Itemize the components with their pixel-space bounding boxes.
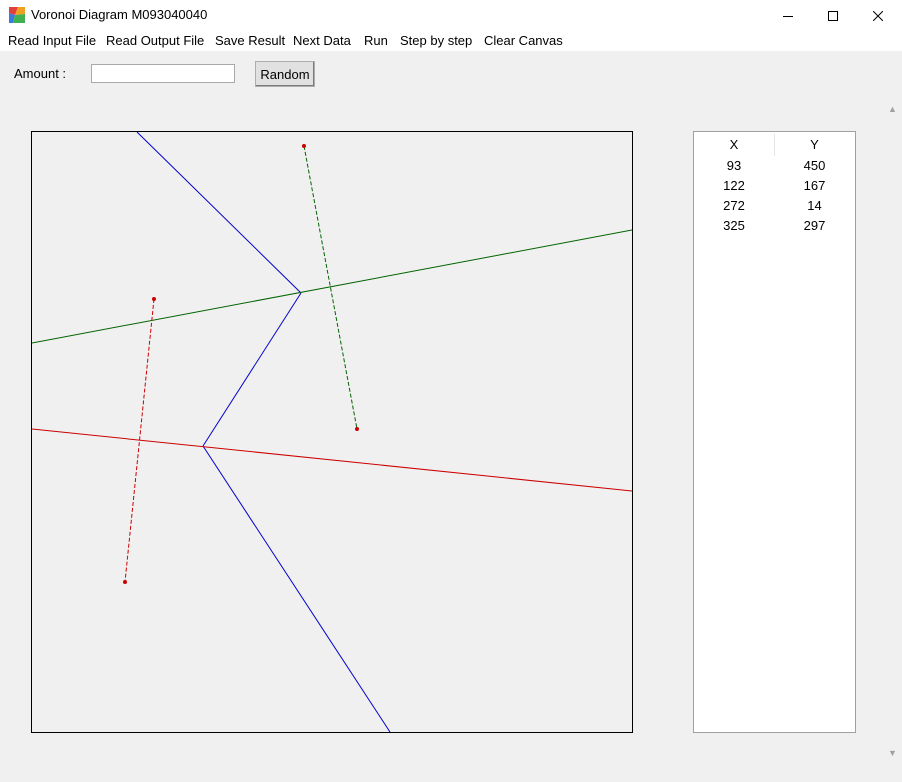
voronoi-edge-red — [32, 428, 632, 492]
point-y: 167 — [803, 178, 826, 193]
voronoi-edge-blue-lower — [202, 445, 391, 732]
voronoi-drawing — [32, 132, 632, 732]
point-x: 122 — [723, 178, 745, 193]
point-list[interactable]: X Y 93 450 122 167 272 14 325 297 — [693, 131, 856, 733]
close-button[interactable] — [855, 0, 901, 31]
amount-input[interactable] — [91, 64, 235, 83]
site-point — [152, 297, 156, 301]
site-point — [302, 144, 306, 148]
scroll-up-icon[interactable]: ▲ — [888, 104, 897, 114]
list-item[interactable]: 272 14 — [694, 196, 855, 216]
header-divider — [774, 134, 775, 156]
point-x: 272 — [723, 198, 745, 213]
scroll-down-icon[interactable]: ▼ — [888, 748, 897, 758]
maximize-button[interactable] — [810, 0, 856, 31]
point-y: 297 — [803, 218, 826, 233]
menu-run[interactable]: Run — [364, 33, 388, 48]
point-y: 450 — [803, 158, 826, 173]
menu-read-output-file[interactable]: Read Output File — [106, 33, 205, 48]
drawing-canvas[interactable] — [31, 131, 633, 733]
amount-label: Amount : — [14, 66, 67, 81]
title-bar: Voronoi Diagram M093040040 — [0, 0, 902, 31]
site-point — [123, 580, 127, 584]
menu-bar: Read Input File Read Output File Save Re… — [0, 31, 902, 51]
site-point — [355, 427, 359, 431]
column-header-y[interactable]: Y — [810, 137, 819, 152]
point-x: 325 — [723, 218, 745, 233]
minimize-icon — [783, 15, 793, 17]
menu-next-data[interactable]: Next Data — [293, 33, 351, 48]
point-y: 14 — [807, 198, 822, 213]
site-connector-green-dashed — [303, 145, 358, 430]
app-icon — [9, 7, 25, 23]
list-item[interactable]: 93 450 — [694, 156, 855, 176]
voronoi-edge-green — [32, 229, 632, 344]
window-title: Voronoi Diagram M093040040 — [31, 7, 208, 22]
point-x: 93 — [726, 158, 742, 173]
menu-clear-canvas[interactable]: Clear Canvas — [484, 33, 563, 48]
menu-save-result[interactable]: Save Result — [215, 33, 286, 48]
point-list-header: X Y — [694, 132, 855, 156]
menu-step-by-step[interactable]: Step by step — [400, 33, 473, 48]
list-item[interactable]: 325 297 — [694, 216, 855, 236]
voronoi-edge-blue-middle — [202, 292, 302, 447]
menu-read-input-file[interactable]: Read Input File — [8, 33, 97, 48]
column-header-x[interactable]: X — [729, 137, 739, 152]
site-connector-red-dashed — [124, 298, 155, 583]
left-edge-marks — [0, 140, 2, 340]
close-icon — [873, 10, 883, 21]
minimize-button[interactable] — [765, 0, 811, 31]
random-button[interactable]: Random — [255, 61, 315, 87]
voronoi-edge-blue-upper — [136, 132, 302, 294]
maximize-icon — [828, 10, 838, 21]
list-item[interactable]: 122 167 — [694, 176, 855, 196]
